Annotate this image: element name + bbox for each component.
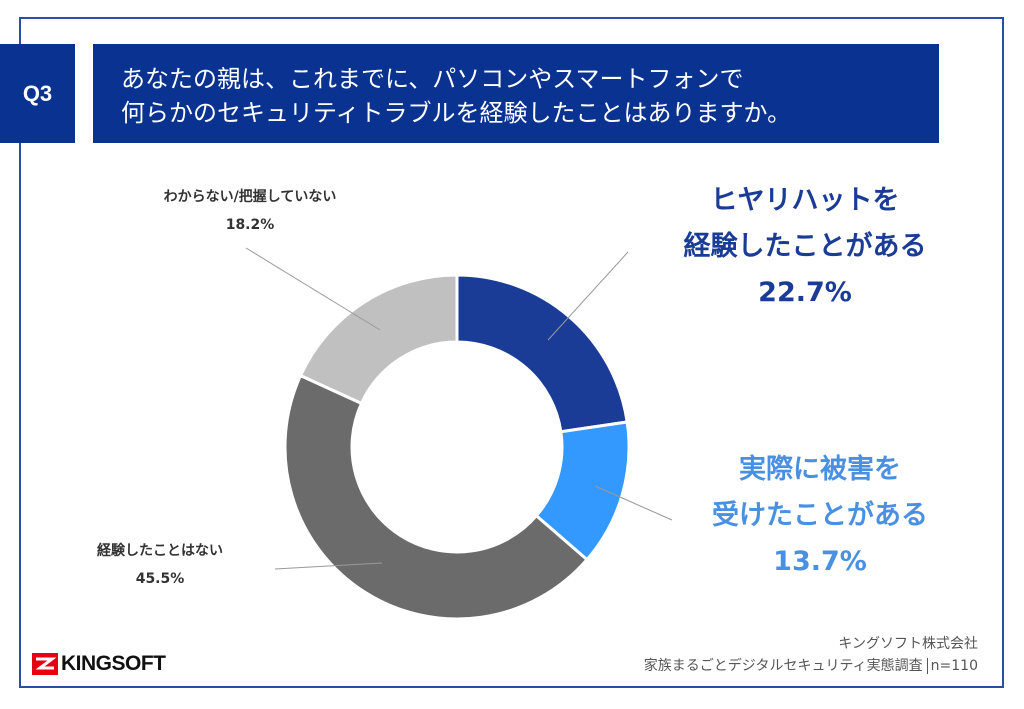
label-damage-line2: 受けたことがある <box>712 500 928 531</box>
leader-line-unknown <box>245 247 381 331</box>
question-title: あなたの親は、これまでに、パソコンやスマートフォンで 何らかのセキュリティトラブ… <box>93 44 939 143</box>
label-near-miss-line2: 経験したことがある <box>683 231 927 262</box>
question-line-2: 何らかのセキュリティトラブルを経験したことはありますか。 <box>121 99 792 127</box>
label-unknown: わからない/把握していない 18.2% <box>120 183 380 239</box>
kingsoft-logo: KINGSOFT <box>32 652 166 676</box>
leader-line-damage <box>594 485 673 521</box>
label-near-miss-line1: ヒヤリハットを <box>710 185 900 216</box>
footer-company: キングソフト株式会社 <box>838 636 978 652</box>
leader-line-near-miss <box>547 251 629 341</box>
frame <box>19 17 1004 688</box>
label-never-value: 45.5% <box>135 571 185 587</box>
label-near-miss-value: 22.7% <box>758 277 852 308</box>
label-never-line1: 経験したことはない <box>97 543 223 559</box>
label-unknown-line1: わからない/把握していない <box>163 189 337 205</box>
kingsoft-logo-icon <box>32 653 58 675</box>
label-damage: 実際に被害を 受けたことがある 13.7% <box>680 447 960 585</box>
question-number: Q3 <box>0 44 75 143</box>
footer-survey: 家族まるごとデジタルセキュリティ実態調査 <box>643 658 923 674</box>
footer-sample: n=110 <box>926 658 978 674</box>
footer-source: キングソフト株式会社 家族まるごとデジタルセキュリティ実態調査 n=110 <box>644 633 978 677</box>
label-damage-value: 13.7% <box>773 546 867 577</box>
slice-near-miss <box>455 273 629 434</box>
kingsoft-logo-text: KINGSOFT <box>61 652 166 675</box>
leader-line-never <box>274 562 383 570</box>
label-near-miss: ヒヤリハットを 経験したことがある 22.7% <box>640 178 970 316</box>
label-never: 経験したことはない 45.5% <box>70 537 250 593</box>
label-unknown-value: 18.2% <box>225 217 275 233</box>
slice-unknown <box>298 273 459 406</box>
question-line-1: あなたの親は、これまでに、パソコンやスマートフォンで <box>121 65 744 93</box>
label-damage-line1: 実際に被害を <box>739 454 901 485</box>
slice-never <box>283 373 590 621</box>
